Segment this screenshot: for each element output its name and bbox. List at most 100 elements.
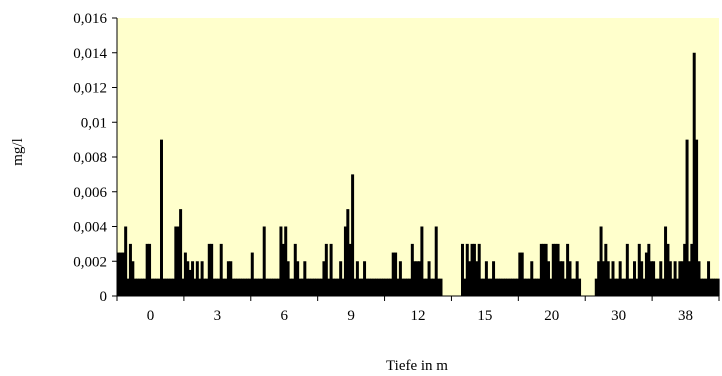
bar [384, 278, 388, 297]
bar [162, 278, 166, 297]
bar [702, 278, 706, 297]
y-axis-title: mg/l [10, 138, 26, 166]
bar [253, 278, 257, 297]
bar [191, 261, 195, 296]
bar [176, 226, 180, 296]
bar [539, 243, 543, 297]
bar [186, 261, 190, 296]
bar [365, 278, 369, 297]
bar [656, 278, 660, 297]
bar [210, 243, 214, 297]
bar [131, 261, 135, 296]
bar [351, 174, 355, 297]
bar [492, 261, 496, 296]
y-tick-label: 0,008 [73, 150, 107, 166]
bar [642, 278, 646, 297]
bar [668, 261, 672, 296]
bar [477, 243, 481, 297]
y-tick-label: 0,01 [81, 115, 107, 131]
bar [547, 261, 550, 296]
bar [279, 226, 283, 296]
bar [465, 243, 469, 297]
x-tick-label: 30 [611, 308, 626, 324]
bar [343, 226, 347, 296]
bar [224, 278, 228, 297]
bar [293, 243, 297, 297]
bar [219, 243, 223, 297]
bar [117, 252, 120, 296]
x-tick-label: 15 [477, 308, 492, 324]
bar [396, 278, 400, 297]
bar [157, 278, 161, 297]
bar [341, 278, 345, 297]
bar [214, 278, 218, 297]
bar [661, 278, 665, 297]
bar [594, 278, 598, 297]
bar [647, 243, 651, 297]
bar [513, 278, 517, 297]
bar [386, 278, 390, 297]
bar [644, 252, 648, 296]
bar [687, 261, 691, 296]
bar [124, 226, 128, 296]
bar [372, 278, 376, 297]
bar [408, 278, 412, 297]
bar [525, 278, 529, 297]
bar [296, 261, 300, 296]
bar [363, 261, 367, 296]
bar [272, 278, 276, 297]
bar [262, 226, 266, 296]
bar [140, 278, 144, 297]
bar [711, 278, 715, 297]
bar [506, 278, 510, 297]
bar [375, 278, 378, 297]
bar [482, 278, 486, 297]
bar [207, 243, 211, 297]
bar [673, 261, 677, 296]
bar [597, 261, 601, 296]
bar [246, 278, 249, 297]
y-tick-label: 0,014 [73, 46, 107, 62]
bar [346, 209, 350, 297]
bar [138, 278, 142, 297]
bar [231, 278, 235, 297]
bar [427, 261, 431, 296]
bar [205, 278, 209, 297]
bar [683, 243, 687, 297]
bar [618, 261, 622, 296]
bar [437, 278, 441, 297]
bar [714, 278, 718, 297]
bar [324, 243, 328, 297]
bar [291, 278, 295, 297]
bar [566, 243, 570, 297]
bar [317, 278, 321, 297]
bar [126, 278, 130, 297]
bar [613, 278, 617, 297]
bar [310, 278, 314, 297]
bar [286, 261, 290, 296]
bar [666, 243, 670, 297]
bar [303, 261, 307, 296]
bar [121, 252, 125, 296]
bar [406, 278, 410, 297]
bar [530, 261, 534, 296]
bar [671, 278, 675, 297]
bar [628, 278, 632, 297]
x-axis-title: Tiefe in m [386, 358, 448, 374]
bar [630, 278, 634, 297]
bar [623, 278, 627, 297]
x-tick-label: 6 [280, 308, 288, 324]
bar [601, 261, 605, 296]
bar [398, 261, 402, 296]
bar [664, 226, 668, 296]
bar [257, 278, 261, 297]
bar [248, 278, 252, 297]
bar [241, 278, 245, 297]
bar [599, 226, 603, 296]
bar [611, 261, 615, 296]
x-tick-group: 0 3 6 9 12 15 20 30 38 [116, 296, 720, 324]
bar [501, 278, 505, 297]
bar [353, 278, 357, 297]
bar [403, 278, 407, 297]
plot-background [117, 18, 719, 296]
